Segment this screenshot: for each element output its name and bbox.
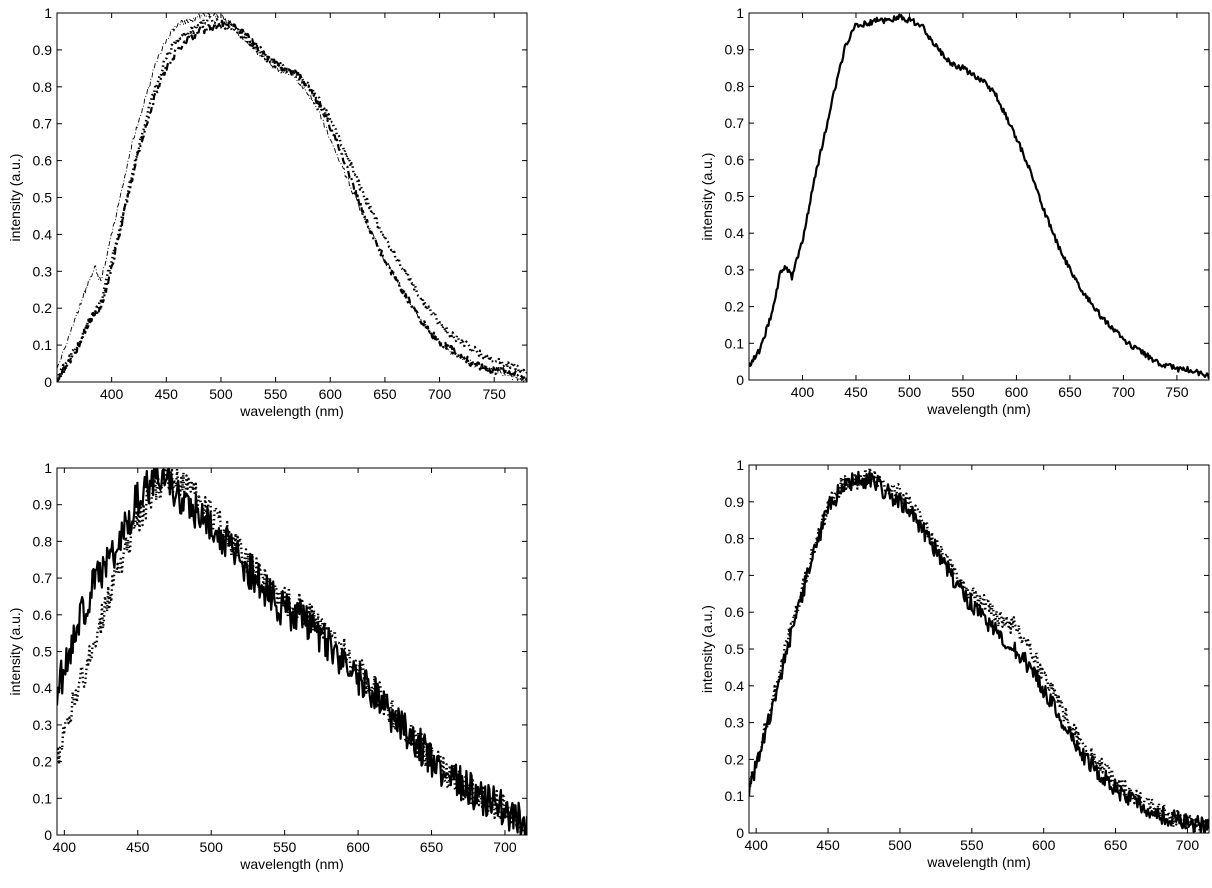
y-tick-label: 0.1: [725, 788, 745, 804]
series-line-2: [749, 466, 1209, 833]
x-axis-label: wavelength (nm): [926, 401, 1031, 417]
y-tick-label: 0.7: [33, 570, 53, 586]
chart-top-right: 400 450 500 550 600 650 700 750 0 0.1 0.2 0.3 0.4 0.5…: [699, 5, 1210, 417]
y-tick-label: 0.1: [725, 335, 745, 351]
x-tick-label: 450: [155, 386, 179, 402]
y-tick-label: 0.5: [725, 189, 745, 205]
y-tick-label: 0.1: [33, 790, 53, 806]
y-tick-label: 0.3: [725, 715, 745, 731]
x-tick-label: 400: [53, 839, 77, 855]
y-tick-label: 0.6: [33, 153, 53, 169]
y-tick-label: 0.8: [725, 531, 745, 547]
x-tick-label: 600: [1005, 384, 1029, 400]
y-tick-label: 0.7: [725, 567, 745, 583]
series-line-1: [749, 470, 1209, 833]
y-tick-label: 0.2: [725, 299, 745, 315]
x-tick-label: 600: [346, 839, 370, 855]
y-tick-label: 0: [44, 374, 52, 390]
x-axis-label: wavelength (nm): [239, 856, 344, 872]
x-tick-label: 700: [1176, 837, 1200, 853]
x-tick-label: 650: [1058, 384, 1082, 400]
x-tick-label: 600: [319, 386, 343, 402]
y-tick-label: 0.3: [725, 262, 745, 278]
x-tick-label: 450: [816, 837, 840, 853]
y-tick-label: 0.2: [33, 300, 53, 316]
x-tick-label: 650: [420, 839, 444, 855]
y-tick-label: 1: [44, 460, 52, 476]
y-tick-label: 0.5: [33, 644, 53, 660]
y-tick-label: 0.4: [725, 225, 745, 241]
chart-bottom-right: 400 450 500 550 600 650 700 0 0.1 0.2 0.3 0.4 0.5 0.6…: [699, 457, 1210, 870]
y-tick-label: 1: [44, 5, 52, 21]
y-tick-label: 0.5: [33, 190, 53, 206]
x-tick-label: 500: [898, 384, 922, 400]
y-tick-label: 1: [736, 457, 744, 473]
y-axis-label: intensity (a.u.): [7, 154, 23, 242]
y-tick-label: 0.3: [33, 263, 53, 279]
y-tick-label: 0.6: [725, 152, 745, 168]
series-line-3: [57, 19, 527, 382]
y-tick-label: 0.1: [33, 337, 53, 353]
y-tick-label: 0.9: [725, 494, 745, 510]
x-tick-label: 700: [428, 386, 452, 402]
x-axis-label: wavelength (nm): [926, 854, 1031, 870]
x-tick-label: 400: [745, 837, 769, 853]
x-tick-label: 600: [1032, 837, 1056, 853]
y-tick-label: 0.4: [725, 678, 745, 694]
x-tick-label: 650: [1104, 837, 1128, 853]
y-tick-label: 0.7: [725, 115, 745, 131]
chart-bottom-left: 400 450 500 550 600 650 700 0 0.1 0.2 0.3 0.4 0.5 0.6…: [7, 460, 528, 872]
y-tick-label: 0.9: [33, 42, 53, 58]
y-tick-label: 0.4: [33, 680, 53, 696]
y-tick-label: 0: [736, 372, 744, 388]
y-axis-label: intensity (a.u.): [7, 608, 23, 696]
x-tick-label: 500: [209, 386, 233, 402]
x-tick-label: 550: [951, 384, 975, 400]
y-tick-label: 0.4: [33, 226, 53, 242]
y-tick-label: 1: [736, 5, 744, 21]
y-tick-label: 0: [736, 825, 744, 841]
x-tick-label: 750: [1165, 384, 1189, 400]
y-tick-label: 0.3: [33, 717, 53, 733]
y-tick-label: 0.9: [33, 497, 53, 513]
y-tick-label: 0.8: [33, 533, 53, 549]
x-tick-label: 550: [960, 837, 984, 853]
y-tick-label: 0.8: [33, 79, 53, 95]
y-tick-label: 0.2: [33, 754, 53, 770]
y-tick-label: 0.6: [33, 607, 53, 623]
x-tick-label: 450: [844, 384, 868, 400]
x-tick-label: 400: [100, 386, 124, 402]
y-tick-label: 0.9: [725, 42, 745, 58]
y-axis-label: intensity (a.u.): [699, 605, 715, 693]
series-line-1: [57, 468, 527, 835]
x-tick-label: 500: [200, 839, 224, 855]
y-tick-label: 0.6: [725, 604, 745, 620]
x-tick-label: 400: [791, 384, 815, 400]
x-tick-label: 500: [888, 837, 912, 853]
plot-frame: [748, 12, 1210, 381]
y-tick-label: 0.7: [33, 116, 53, 132]
x-axis-label: wavelength (nm): [239, 403, 344, 419]
y-tick-label: 0: [44, 827, 52, 843]
y-tick-label: 0.5: [725, 641, 745, 657]
x-tick-label: 550: [273, 839, 297, 855]
x-tick-label: 700: [493, 839, 517, 855]
x-tick-label: 750: [483, 386, 507, 402]
plot-frame: [748, 464, 1210, 834]
y-tick-label: 0.8: [725, 78, 745, 94]
x-tick-label: 550: [264, 386, 288, 402]
chart-top-left: 400 450 500 550 600 650 700 750 0 0.1 0.2 0.3 0.4 0.5…: [7, 5, 528, 419]
x-tick-label: 700: [1112, 384, 1136, 400]
y-tick-label: 0.2: [725, 751, 745, 767]
x-tick-label: 450: [126, 839, 150, 855]
series-line-1: [749, 13, 1209, 380]
x-tick-label: 650: [373, 386, 397, 402]
y-axis-label: intensity (a.u.): [699, 153, 715, 241]
